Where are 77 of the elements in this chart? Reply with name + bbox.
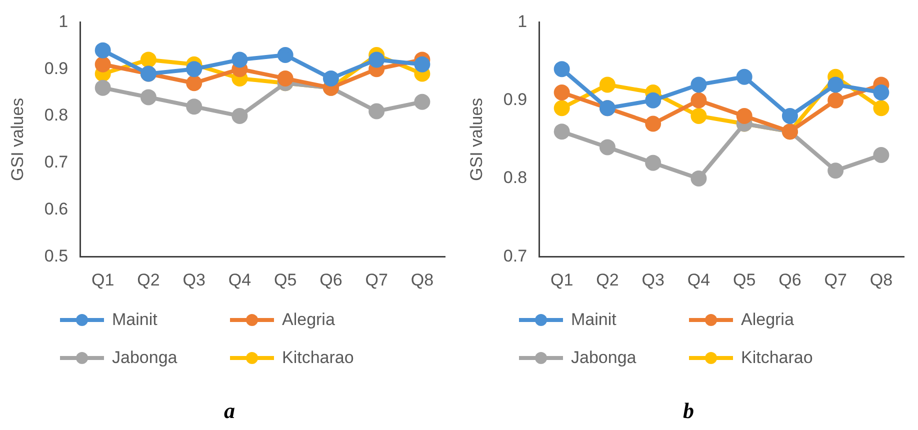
text: b: [682, 398, 695, 424]
legend-label: Alegria: [282, 310, 335, 330]
x-tick-label: Q4: [228, 270, 252, 290]
point: [554, 100, 570, 116]
x-tick-label: Q1: [550, 270, 574, 290]
x-tick-label: Q8: [410, 270, 434, 290]
y-axis-title: GSI values: [466, 98, 486, 181]
x-tick-label: Q5: [274, 270, 297, 290]
x-tick-label: Q3: [642, 270, 664, 290]
x-tick-label: Q6: [320, 270, 342, 290]
y-tick-label: 1: [58, 12, 68, 31]
point: [277, 70, 294, 86]
x-tick-label: Q2: [596, 270, 619, 290]
x-tick-label: Q8: [870, 270, 893, 290]
point: [554, 61, 570, 78]
point: [828, 92, 844, 108]
point: [277, 47, 294, 64]
point: [690, 170, 707, 186]
y-tick-label: 0.7: [503, 246, 528, 266]
x-tick-label: Q5: [732, 270, 756, 290]
y-tick-label: 0.8: [503, 168, 528, 188]
point: [554, 84, 570, 101]
x-tick-label: Q6: [778, 270, 802, 290]
x-tick-label: Q1: [92, 270, 114, 290]
point: [232, 108, 248, 124]
point: [690, 76, 707, 93]
y-axis-title: GSI values: [8, 98, 27, 181]
point: [645, 154, 662, 171]
point: [186, 61, 202, 78]
point: [140, 89, 156, 106]
x-tick-label: Q3: [182, 270, 206, 290]
point: [645, 92, 662, 108]
point: [232, 52, 248, 68]
legend-label: Jabonga: [112, 348, 178, 368]
point: [94, 80, 111, 96]
x-tick-label: Q7: [824, 270, 847, 290]
point: [782, 108, 798, 124]
legend-label: Mainit: [112, 310, 158, 330]
y-tick-label: 0.9: [44, 58, 68, 78]
point: [873, 147, 890, 164]
x-tick-label: Q4: [687, 270, 710, 290]
point: [828, 162, 844, 179]
point: [186, 75, 202, 92]
point: [186, 98, 202, 115]
point: [690, 108, 707, 124]
point: [690, 92, 707, 108]
point: [736, 108, 752, 124]
x-tick-label: Q2: [137, 270, 160, 290]
point: [828, 76, 844, 93]
point: [736, 68, 752, 85]
point: [368, 103, 385, 120]
point: [873, 84, 890, 101]
y-tick-label: 0.9: [503, 90, 528, 110]
point: [94, 56, 111, 72]
point: [140, 52, 156, 68]
x-tick-label: Q7: [365, 270, 388, 290]
point: [414, 94, 430, 110]
point: [599, 76, 616, 93]
point: [94, 42, 111, 58]
point: [414, 56, 430, 72]
point: [599, 139, 616, 156]
legend-label: Kitcharao: [741, 348, 813, 368]
legend-label: Jabonga: [571, 348, 636, 368]
legend-label: Alegria: [741, 310, 794, 330]
point: [322, 70, 339, 86]
y-tick-label: 0.7: [44, 152, 68, 172]
y-tick-label: 0.6: [44, 199, 68, 218]
point: [645, 116, 662, 132]
point: [368, 52, 385, 68]
point: [554, 124, 570, 140]
point: [873, 100, 890, 116]
legend-label: Kitcharao: [282, 348, 354, 368]
y-tick-label: 1: [518, 12, 528, 31]
y-tick-label: 0.8: [44, 106, 68, 125]
y-tick-label: 0.5: [44, 246, 68, 266]
legend-label: Mainit: [571, 310, 616, 330]
text: a: [223, 398, 236, 424]
